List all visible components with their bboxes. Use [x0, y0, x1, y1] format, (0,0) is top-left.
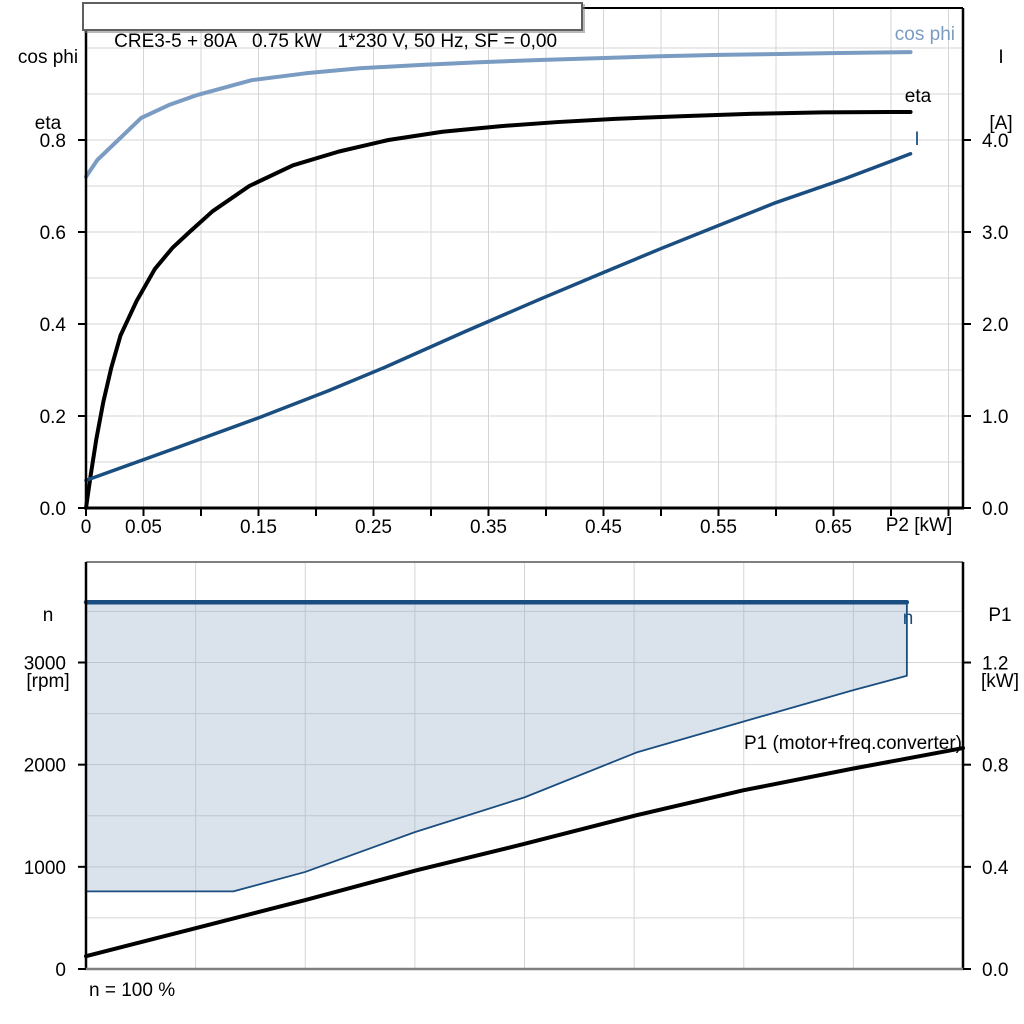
top-right-tick-label: 0.0	[982, 499, 1008, 520]
bottom-left-tick-label: 0	[55, 960, 66, 981]
top-x-tick-label: 0.45	[585, 517, 622, 538]
bottom-right-tick-label: 0.0	[982, 960, 1008, 981]
top-x-tick-label: 0.25	[355, 517, 392, 538]
top-x-tick-label: 0.15	[240, 517, 277, 538]
bottom-left-axis-title: n [rpm]	[10, 561, 86, 737]
cos-phi-axis-title: cos phi	[17, 47, 79, 68]
speed-operating-region	[86, 602, 907, 892]
bottom-right-tick-label: 0.8	[982, 756, 1008, 777]
current-curve-label: I	[914, 129, 920, 150]
curve-eta	[84, 109, 913, 510]
cos-phi-curve-label: cos phi	[894, 24, 955, 45]
top-x-tick-label: 0.35	[470, 517, 507, 538]
p1-axis-title: P1	[988, 605, 1012, 626]
p1-curve-label: P1 (motor+freq.converter)	[743, 733, 962, 754]
speed-curve-label: n	[902, 608, 914, 629]
top-left-axis-title: cos phi eta	[8, 3, 88, 179]
top-x-tick-label: 0.05	[125, 517, 162, 538]
current-axis-title: I	[998, 47, 1004, 68]
top-x-tick-label: 0	[81, 517, 92, 538]
top-x-tick-label: 0.65	[815, 517, 852, 538]
chart-title: CRE3-5 + 80A 0.75 kW 1*230 V, 50 Hz, SF …	[114, 31, 558, 52]
top-right-tick-label: 1.0	[982, 407, 1008, 428]
top-left-tick-label: 0.2	[40, 407, 66, 428]
bottom-left-tick-label: 3000	[24, 653, 66, 674]
bottom-left-tick-label: 1000	[24, 858, 66, 879]
chart-title-box: CRE3-5 + 80A 0.75 kW 1*230 V, 50 Hz, SF …	[82, 2, 583, 52]
top-x-tick-label: 0.55	[700, 517, 737, 538]
bottom-right-tick-label: 0.4	[982, 858, 1009, 879]
speed-axis-title: n	[42, 605, 54, 626]
bottom-left-tick-label: 2000	[24, 756, 66, 777]
rpm-unit-label: [rpm]	[26, 671, 70, 692]
top-right-axis-title: I [A]	[978, 3, 1024, 179]
kw-unit-label: [kW]	[981, 671, 1019, 692]
speed-range-boundary	[85, 601, 908, 893]
curve-cos-phi	[84, 50, 913, 179]
eta-curve-label: eta	[904, 86, 932, 107]
top-right-tick-label: 2.0	[982, 315, 1008, 336]
ampere-unit-label: [A]	[989, 113, 1013, 134]
top-left-tick-label: 0.6	[40, 223, 66, 244]
bottom-right-axis-title: P1 [kW]	[976, 561, 1024, 737]
curve-p1	[84, 746, 965, 959]
bottom-right-tick-label: 1.2	[982, 654, 1008, 675]
top-right-tick-label: 3.0	[982, 223, 1008, 244]
curve-i	[84, 152, 913, 483]
p2-axis-label: P2 [kW]	[885, 515, 953, 536]
speed-footnote: n = 100 %	[89, 980, 176, 1001]
top-left-tick-label: 0.8	[40, 131, 66, 152]
top-left-tick-label: 0.4	[40, 315, 67, 336]
eta-axis-title: eta	[34, 113, 62, 134]
top-left-tick-label: 0.0	[40, 499, 66, 520]
top-right-tick-label: 4.0	[982, 131, 1008, 152]
